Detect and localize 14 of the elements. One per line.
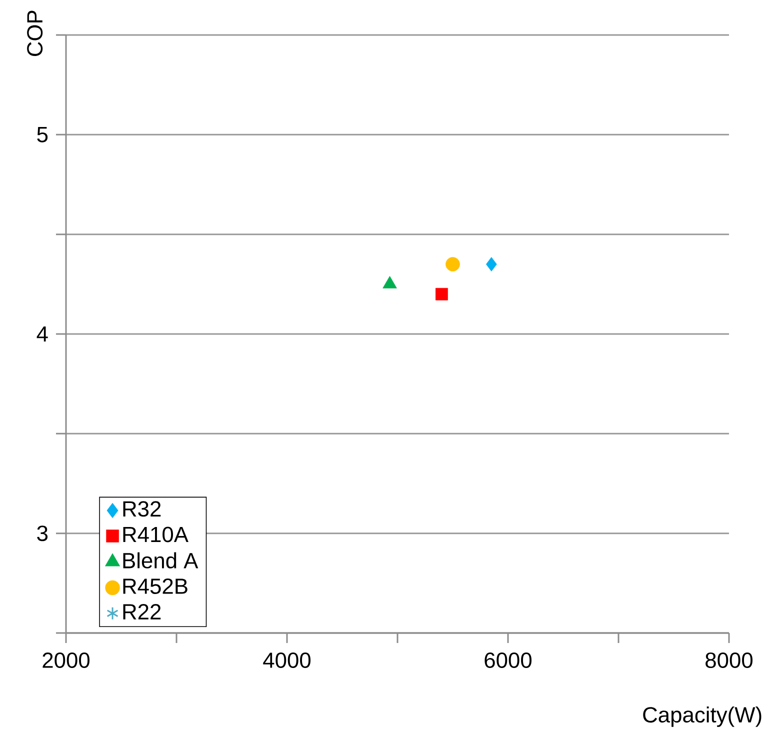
legend-label: R32 <box>123 501 161 517</box>
x-tick-label: 6000 <box>484 652 532 668</box>
y-tick-label: 5 <box>37 127 48 142</box>
x-tick-label: 8000 <box>706 652 753 668</box>
legend-label: Blend A <box>123 552 198 568</box>
y-axis-title: COP <box>27 10 43 56</box>
x-tick-label: 4000 <box>263 652 311 668</box>
y-tick-label: 3 <box>37 526 48 542</box>
legend-label: R22 <box>123 604 161 620</box>
legend-label: R410A <box>123 526 188 542</box>
legend-label: R452B <box>123 578 188 594</box>
x-tick-label: 2000 <box>42 652 90 668</box>
x-axis-title: Capacity(W) <box>643 706 762 727</box>
y-tick-label: 4 <box>36 326 48 342</box>
